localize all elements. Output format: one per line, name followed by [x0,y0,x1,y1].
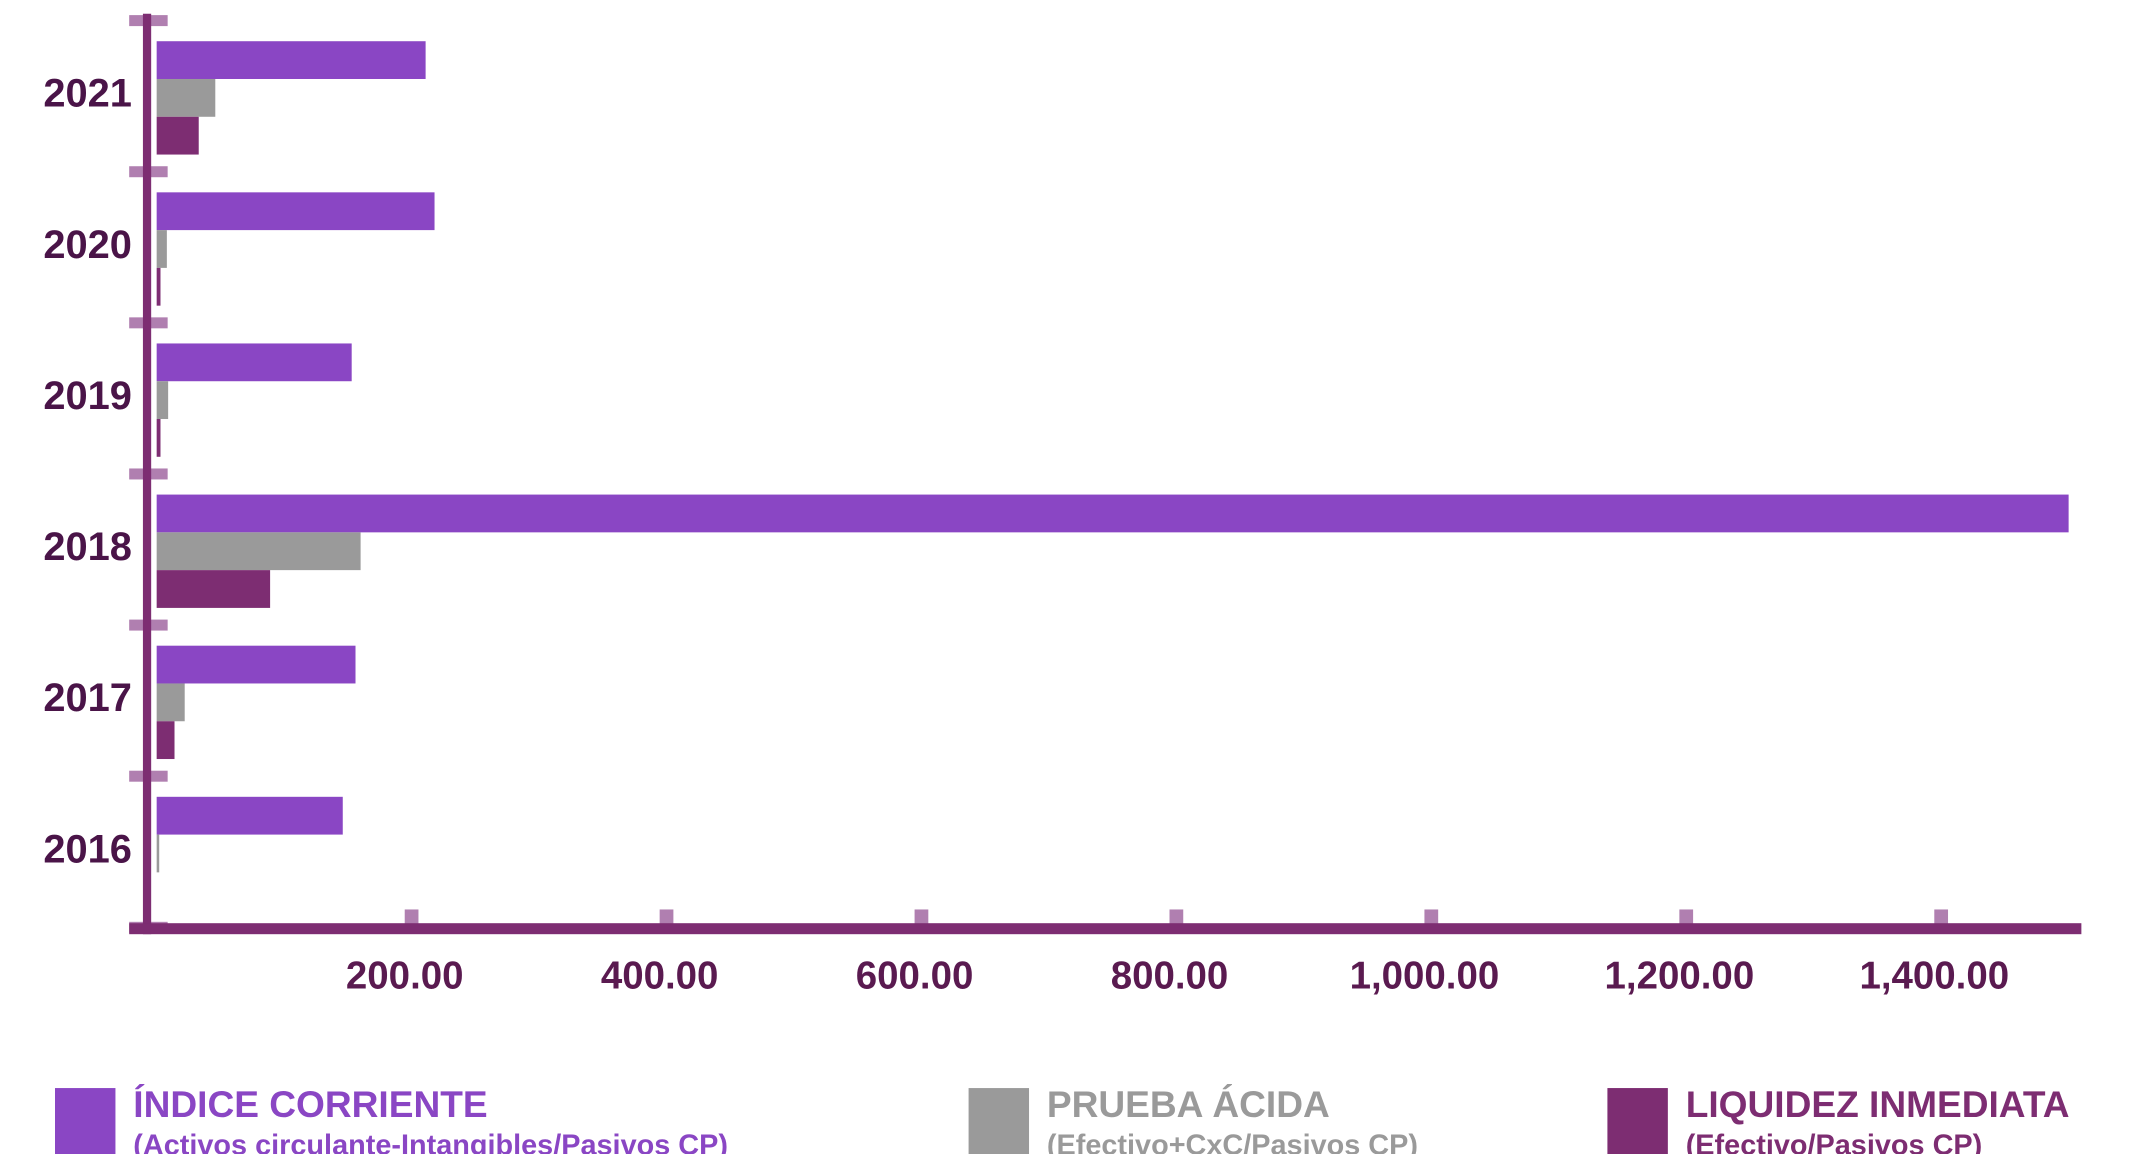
bar [156,683,185,722]
y-tick-label: 2019 [43,374,132,418]
bar [156,343,352,382]
legend-swatch [968,1088,1030,1154]
y-tick-label: 2021 [43,72,132,116]
bar [156,532,361,571]
legend-note: (Activos circulante-Intangibles/Pasivos … [133,1130,728,1154]
x-tick-label: 1,400.00 [1859,954,2009,997]
bar [156,721,175,760]
bar [156,230,167,268]
x-tick-mark [914,909,929,926]
bar [156,116,199,155]
bar [156,192,435,231]
x-tick-mark [1934,909,1949,926]
bar [156,267,161,306]
x-axis [129,923,2082,935]
bar [156,381,169,420]
y-tick-label: 2016 [43,827,132,871]
legend-label: ÍNDICE CORRIENTE [133,1083,487,1125]
bar [156,78,216,117]
y-tick-label: 2017 [43,676,132,720]
bar [156,645,356,684]
bar [156,796,343,835]
x-tick-label: 800.00 [1111,954,1229,997]
y-tick-label: 2018 [43,525,132,569]
legend-label: PRUEBA ÁCIDA [1047,1083,1330,1125]
bar [156,570,271,608]
x-tick-label: 400.00 [601,954,719,997]
y-axis [142,13,152,935]
x-tick-mark [1169,909,1184,926]
legend-label: LIQUIDEZ INMEDIATA [1686,1083,2070,1125]
x-tick-mark [659,909,674,926]
x-tick-mark [404,909,419,926]
legend-swatch [55,1088,116,1154]
legend-swatch [1607,1088,1668,1154]
x-tick-label: 600.00 [856,954,974,997]
bar [156,41,426,79]
y-tick-label: 2020 [43,223,132,267]
bar [156,419,161,457]
x-tick-label: 1,000.00 [1350,954,1500,997]
legend-note: (Efectivo+CxC/Pasivos CP) [1047,1130,1418,1154]
bar [156,494,2069,533]
x-tick-label: 200.00 [346,954,464,997]
x-tick-mark [1424,909,1439,926]
bar [156,834,160,873]
x-tick-label: 1,200.00 [1605,954,1755,997]
legend-note: (Efectivo/Pasivos CP) [1686,1130,1983,1154]
x-tick-mark [1679,909,1694,926]
